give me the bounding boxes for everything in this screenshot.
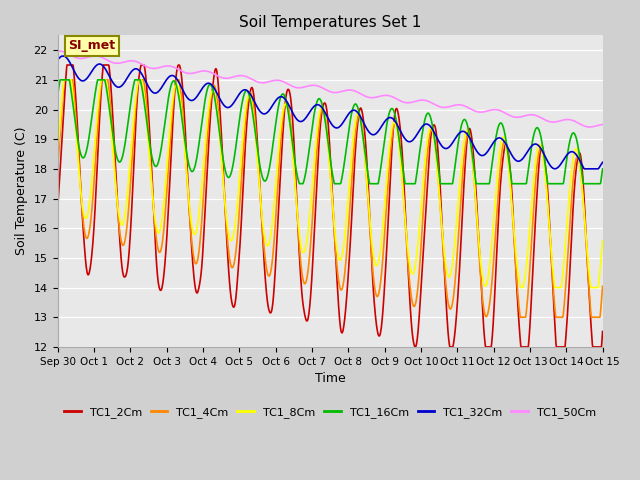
Legend: TC1_2Cm, TC1_4Cm, TC1_8Cm, TC1_16Cm, TC1_32Cm, TC1_50Cm: TC1_2Cm, TC1_4Cm, TC1_8Cm, TC1_16Cm, TC1… xyxy=(60,402,600,422)
X-axis label: Time: Time xyxy=(315,372,346,385)
Y-axis label: Soil Temperature (C): Soil Temperature (C) xyxy=(15,127,28,255)
Title: Soil Temperatures Set 1: Soil Temperatures Set 1 xyxy=(239,15,421,30)
Text: SI_met: SI_met xyxy=(68,39,116,52)
